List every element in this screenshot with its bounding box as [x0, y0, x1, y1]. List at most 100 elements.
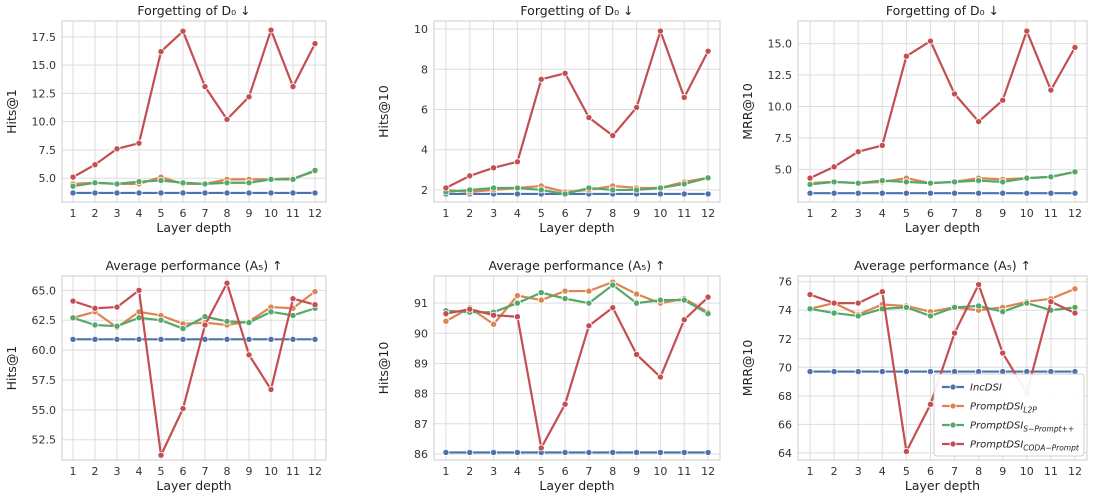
x-tick-label: 1 — [807, 465, 814, 478]
y-tick-label: 86 — [414, 448, 428, 461]
x-tick-label: 1 — [442, 465, 449, 478]
data-point-promptdsi-coda-prompt — [878, 141, 886, 149]
x-tick-label: 12 — [308, 465, 322, 478]
data-point-promptdsi-s-prompt- — [878, 177, 886, 185]
data-point-promptdsi-s-prompt- — [806, 180, 814, 188]
data-point-promptdsi-coda-prompt — [561, 400, 569, 408]
x-tick-label: 9 — [246, 465, 253, 478]
data-point-promptdsi-coda-prompt — [830, 163, 838, 171]
series-line-promptdsi-s-prompt- — [72, 169, 316, 188]
data-point-promptdsi-coda-prompt — [201, 83, 209, 91]
data-point-promptdsi-s-prompt- — [135, 314, 143, 322]
data-point-promptdsi-coda-prompt — [466, 305, 474, 313]
data-point-promptdsi-coda-prompt — [135, 139, 143, 147]
data-point-promptdsi-s-prompt- — [656, 296, 664, 304]
data-point-incdsi — [999, 189, 1007, 197]
x-tick-label: 7 — [202, 465, 209, 478]
y-tick-label: 6 — [421, 103, 428, 116]
data-point-promptdsi-coda-prompt — [656, 27, 664, 35]
data-point-promptdsi-s-prompt- — [289, 311, 297, 319]
data-point-promptdsi-s-prompt- — [113, 180, 121, 188]
data-point-promptdsi-s-prompt- — [656, 184, 664, 192]
x-tick-label: 5 — [158, 207, 165, 220]
data-point-incdsi — [609, 448, 617, 456]
y-tick-label: 65.0 — [32, 284, 57, 297]
data-point-promptdsi-s-prompt- — [223, 317, 231, 325]
data-point-promptdsi-coda-prompt — [157, 48, 165, 56]
data-point-incdsi — [490, 448, 498, 456]
data-point-promptdsi-coda-prompt — [633, 103, 641, 111]
data-point-incdsi — [113, 189, 121, 197]
data-point-promptdsi-s-prompt- — [1071, 303, 1079, 311]
data-point-incdsi — [223, 335, 231, 343]
x-tick-label: 10 — [653, 465, 667, 478]
data-point-promptdsi-s-prompt- — [975, 302, 983, 310]
data-point-promptdsi-s-prompt- — [490, 184, 498, 192]
chart-title: Forgetting of D₀ ↓ — [886, 3, 999, 18]
data-point-promptdsi-coda-prompt — [806, 174, 814, 182]
y-tick-label: 60.0 — [32, 344, 57, 357]
data-point-promptdsi-s-prompt- — [1023, 174, 1031, 182]
data-point-promptdsi-s-prompt- — [926, 312, 934, 320]
data-point-incdsi — [561, 448, 569, 456]
legend-label: PromptDSICODA−Prompt — [970, 440, 1080, 453]
data-point-promptdsi-coda-prompt — [245, 93, 253, 101]
data-point-promptdsi-s-prompt- — [999, 178, 1007, 186]
x-tick-label: 4 — [879, 465, 886, 478]
series-line-promptdsi-coda-prompt — [72, 28, 316, 179]
data-point-incdsi — [680, 448, 688, 456]
data-point-promptdsi-s-prompt- — [999, 308, 1007, 316]
data-point-promptdsi-coda-prompt — [704, 293, 712, 301]
x-tick-label: 5 — [538, 465, 545, 478]
data-point-incdsi — [289, 189, 297, 197]
data-point-incdsi — [704, 448, 712, 456]
data-point-promptdsi-coda-prompt — [179, 27, 187, 35]
plot-area — [433, 20, 721, 203]
data-point-promptdsi-l2p — [442, 317, 450, 325]
y-tick-label: 91 — [414, 297, 428, 310]
data-point-promptdsi-s-prompt- — [830, 309, 838, 317]
data-point-incdsi — [854, 189, 862, 197]
data-point-incdsi — [91, 335, 99, 343]
data-point-promptdsi-coda-prompt — [975, 281, 983, 289]
data-point-promptdsi-coda-prompt — [680, 93, 688, 101]
x-tick-label: 1 — [70, 465, 77, 478]
y-tick-label: 12.5 — [32, 87, 57, 100]
x-tick-label: 11 — [677, 465, 691, 478]
series-line-promptdsi-coda-prompt — [445, 296, 709, 450]
series-line-promptdsi-l2p — [809, 287, 1076, 316]
series-line-promptdsi-coda-prompt — [72, 282, 316, 457]
data-point-incdsi — [289, 335, 297, 343]
data-point-promptdsi-coda-prompt — [656, 373, 664, 381]
y-tick-label: 89 — [414, 357, 428, 370]
x-tick-label: 6 — [927, 207, 934, 220]
data-point-promptdsi-coda-prompt — [902, 447, 910, 455]
x-tick-label: 2 — [466, 465, 473, 478]
data-point-incdsi — [854, 368, 862, 376]
legend-swatch-marker — [949, 402, 957, 410]
y-tick-label: 74 — [778, 304, 792, 317]
x-tick-label: 1 — [70, 207, 77, 220]
data-point-promptdsi-s-prompt- — [91, 321, 99, 329]
data-point-promptdsi-coda-prompt — [680, 316, 688, 324]
data-point-promptdsi-coda-prompt — [311, 40, 319, 48]
y-axis-label: Hits@1 — [4, 89, 19, 134]
data-point-promptdsi-s-prompt- — [951, 178, 959, 186]
data-point-promptdsi-coda-prompt — [135, 286, 143, 294]
data-point-promptdsi-coda-prompt — [951, 90, 959, 98]
data-point-promptdsi-coda-prompt — [806, 291, 814, 299]
x-tick-label: 8 — [975, 207, 982, 220]
legend: IncDSIPromptDSIL2PPromptDSIS−Prompt++Pro… — [933, 373, 1085, 457]
data-point-promptdsi-s-prompt- — [585, 299, 593, 307]
data-point-incdsi — [1071, 189, 1079, 197]
data-point-incdsi — [69, 335, 77, 343]
data-point-promptdsi-s-prompt- — [179, 325, 187, 333]
data-point-promptdsi-l2p — [633, 290, 641, 298]
data-point-incdsi — [513, 190, 521, 198]
x-axis-label: Layer depth — [156, 478, 231, 493]
data-point-promptdsi-s-prompt- — [975, 177, 983, 185]
data-point-promptdsi-coda-prompt — [267, 386, 275, 394]
legend-label-subscript: S−Prompt++ — [1023, 425, 1074, 434]
data-point-promptdsi-l2p — [561, 287, 569, 295]
